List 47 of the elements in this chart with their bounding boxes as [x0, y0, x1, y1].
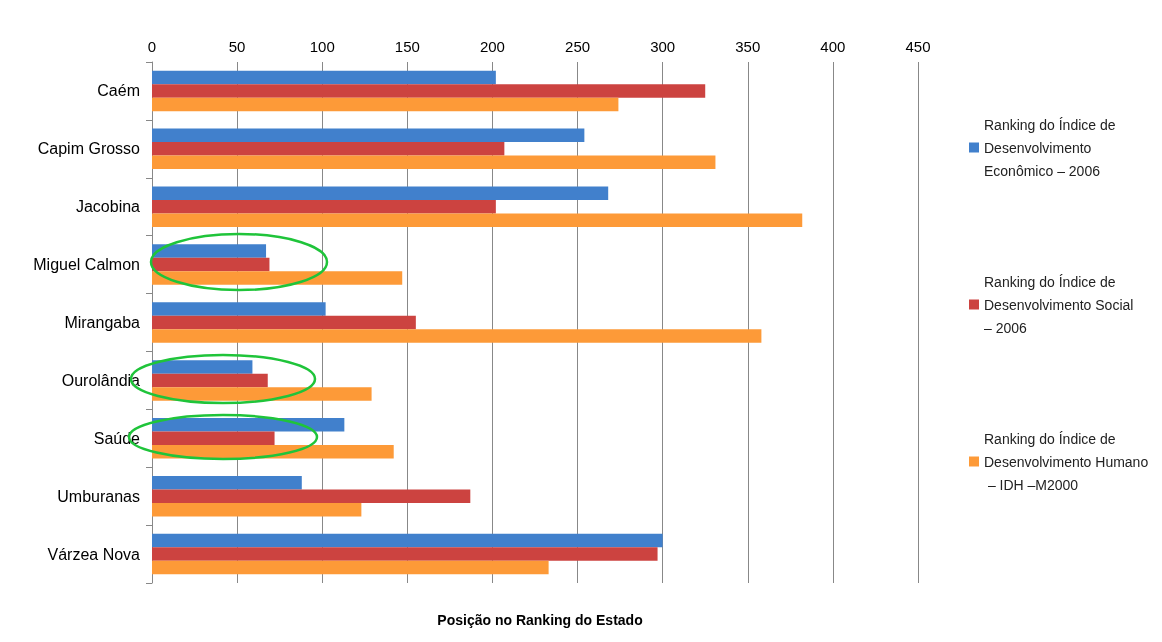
y-tick-label: Umburanas — [57, 487, 140, 505]
bar — [152, 329, 762, 343]
x-axis-title: Posição no Ranking do Estado — [437, 612, 643, 628]
x-tick-label: 100 — [309, 38, 335, 55]
bar — [152, 199, 496, 214]
bar — [152, 547, 658, 561]
y-tick-label: Jacobina — [75, 198, 141, 216]
x-tick-label: 250 — [565, 38, 591, 55]
bar — [152, 244, 267, 258]
bar — [152, 186, 609, 200]
y-tick-label: Miguel Calmon — [33, 256, 140, 274]
bar — [152, 213, 803, 227]
x-tick-label: 0 — [147, 38, 157, 55]
bar — [152, 155, 716, 170]
bar — [152, 489, 471, 503]
x-tick-label: 450 — [905, 38, 931, 55]
x-tick-label: 350 — [735, 38, 761, 55]
bar — [152, 84, 706, 98]
bar — [152, 533, 663, 548]
legend-label: Ranking do Índice de Desenvolvimento Econômico – 2006 — [984, 116, 1120, 179]
bar — [152, 128, 585, 143]
bar — [152, 302, 326, 316]
bar — [152, 315, 416, 330]
x-tick-label: 50 — [228, 38, 246, 55]
x-tick-label: 150 — [394, 38, 420, 55]
bar — [152, 360, 253, 374]
x-tick-label: 400 — [820, 38, 846, 55]
bar — [152, 418, 345, 432]
y-tick-label: Capim Grosso — [37, 140, 141, 158]
bar — [152, 97, 619, 112]
bar — [152, 502, 362, 517]
bar — [152, 142, 505, 156]
x-tick-label: 300 — [650, 38, 676, 55]
y-tick-label: Caém — [97, 82, 140, 100]
bar — [152, 257, 270, 272]
bar — [152, 560, 549, 575]
bar — [152, 373, 268, 388]
bar — [152, 475, 302, 490]
bar — [152, 387, 372, 401]
x-tick-label: 200 — [479, 38, 505, 55]
y-tick-label: Várzea Nova — [47, 545, 141, 563]
legend-label: Ranking do Índice de Desenvolvimento Social – 2006 — [984, 273, 1138, 336]
legend-label: Ranking do Índice de Desenvolvimento Humano – IDH –M2000 — [984, 430, 1149, 493]
y-tick-label: Mirangaba — [64, 314, 141, 331]
bar — [152, 431, 275, 446]
bar — [152, 271, 403, 285]
bar — [152, 70, 496, 85]
